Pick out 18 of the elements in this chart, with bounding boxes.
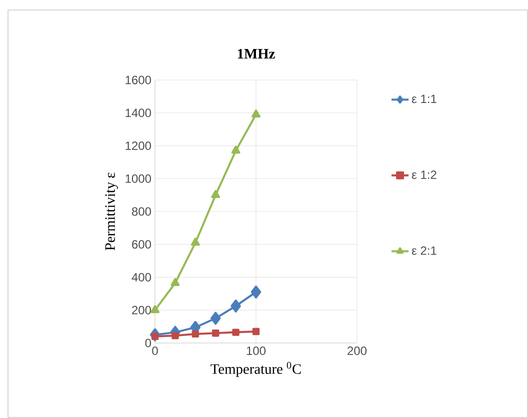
x-tick-label: 200: [348, 346, 367, 356]
y-tick-label: 1400: [126, 108, 151, 118]
y-tick-label: 400: [132, 273, 152, 282]
y-tick-label: 1200: [126, 142, 151, 150]
y-axis-title: Permittivity ε: [105, 172, 118, 250]
x-axis-title: Temperature $^{0}$C: [210, 362, 301, 377]
y-tick-label: 800: [132, 207, 152, 216]
legend-label: ε 1:2: [412, 170, 436, 179]
y-tick-label: 0: [145, 338, 152, 348]
x-tick-label: 100: [246, 346, 266, 356]
legend-label: ε 2:1: [412, 246, 436, 255]
y-tick-label: 200: [132, 306, 152, 314]
y-tick-label: 1600: [126, 76, 151, 84]
x-tick-label: 0: [152, 346, 158, 356]
chart-title: 1MHz: [238, 48, 275, 58]
legend-label: ε 1:1: [412, 94, 436, 104]
y-tick-label: 600: [132, 240, 152, 249]
y-tick-label: 1000: [126, 174, 151, 183]
